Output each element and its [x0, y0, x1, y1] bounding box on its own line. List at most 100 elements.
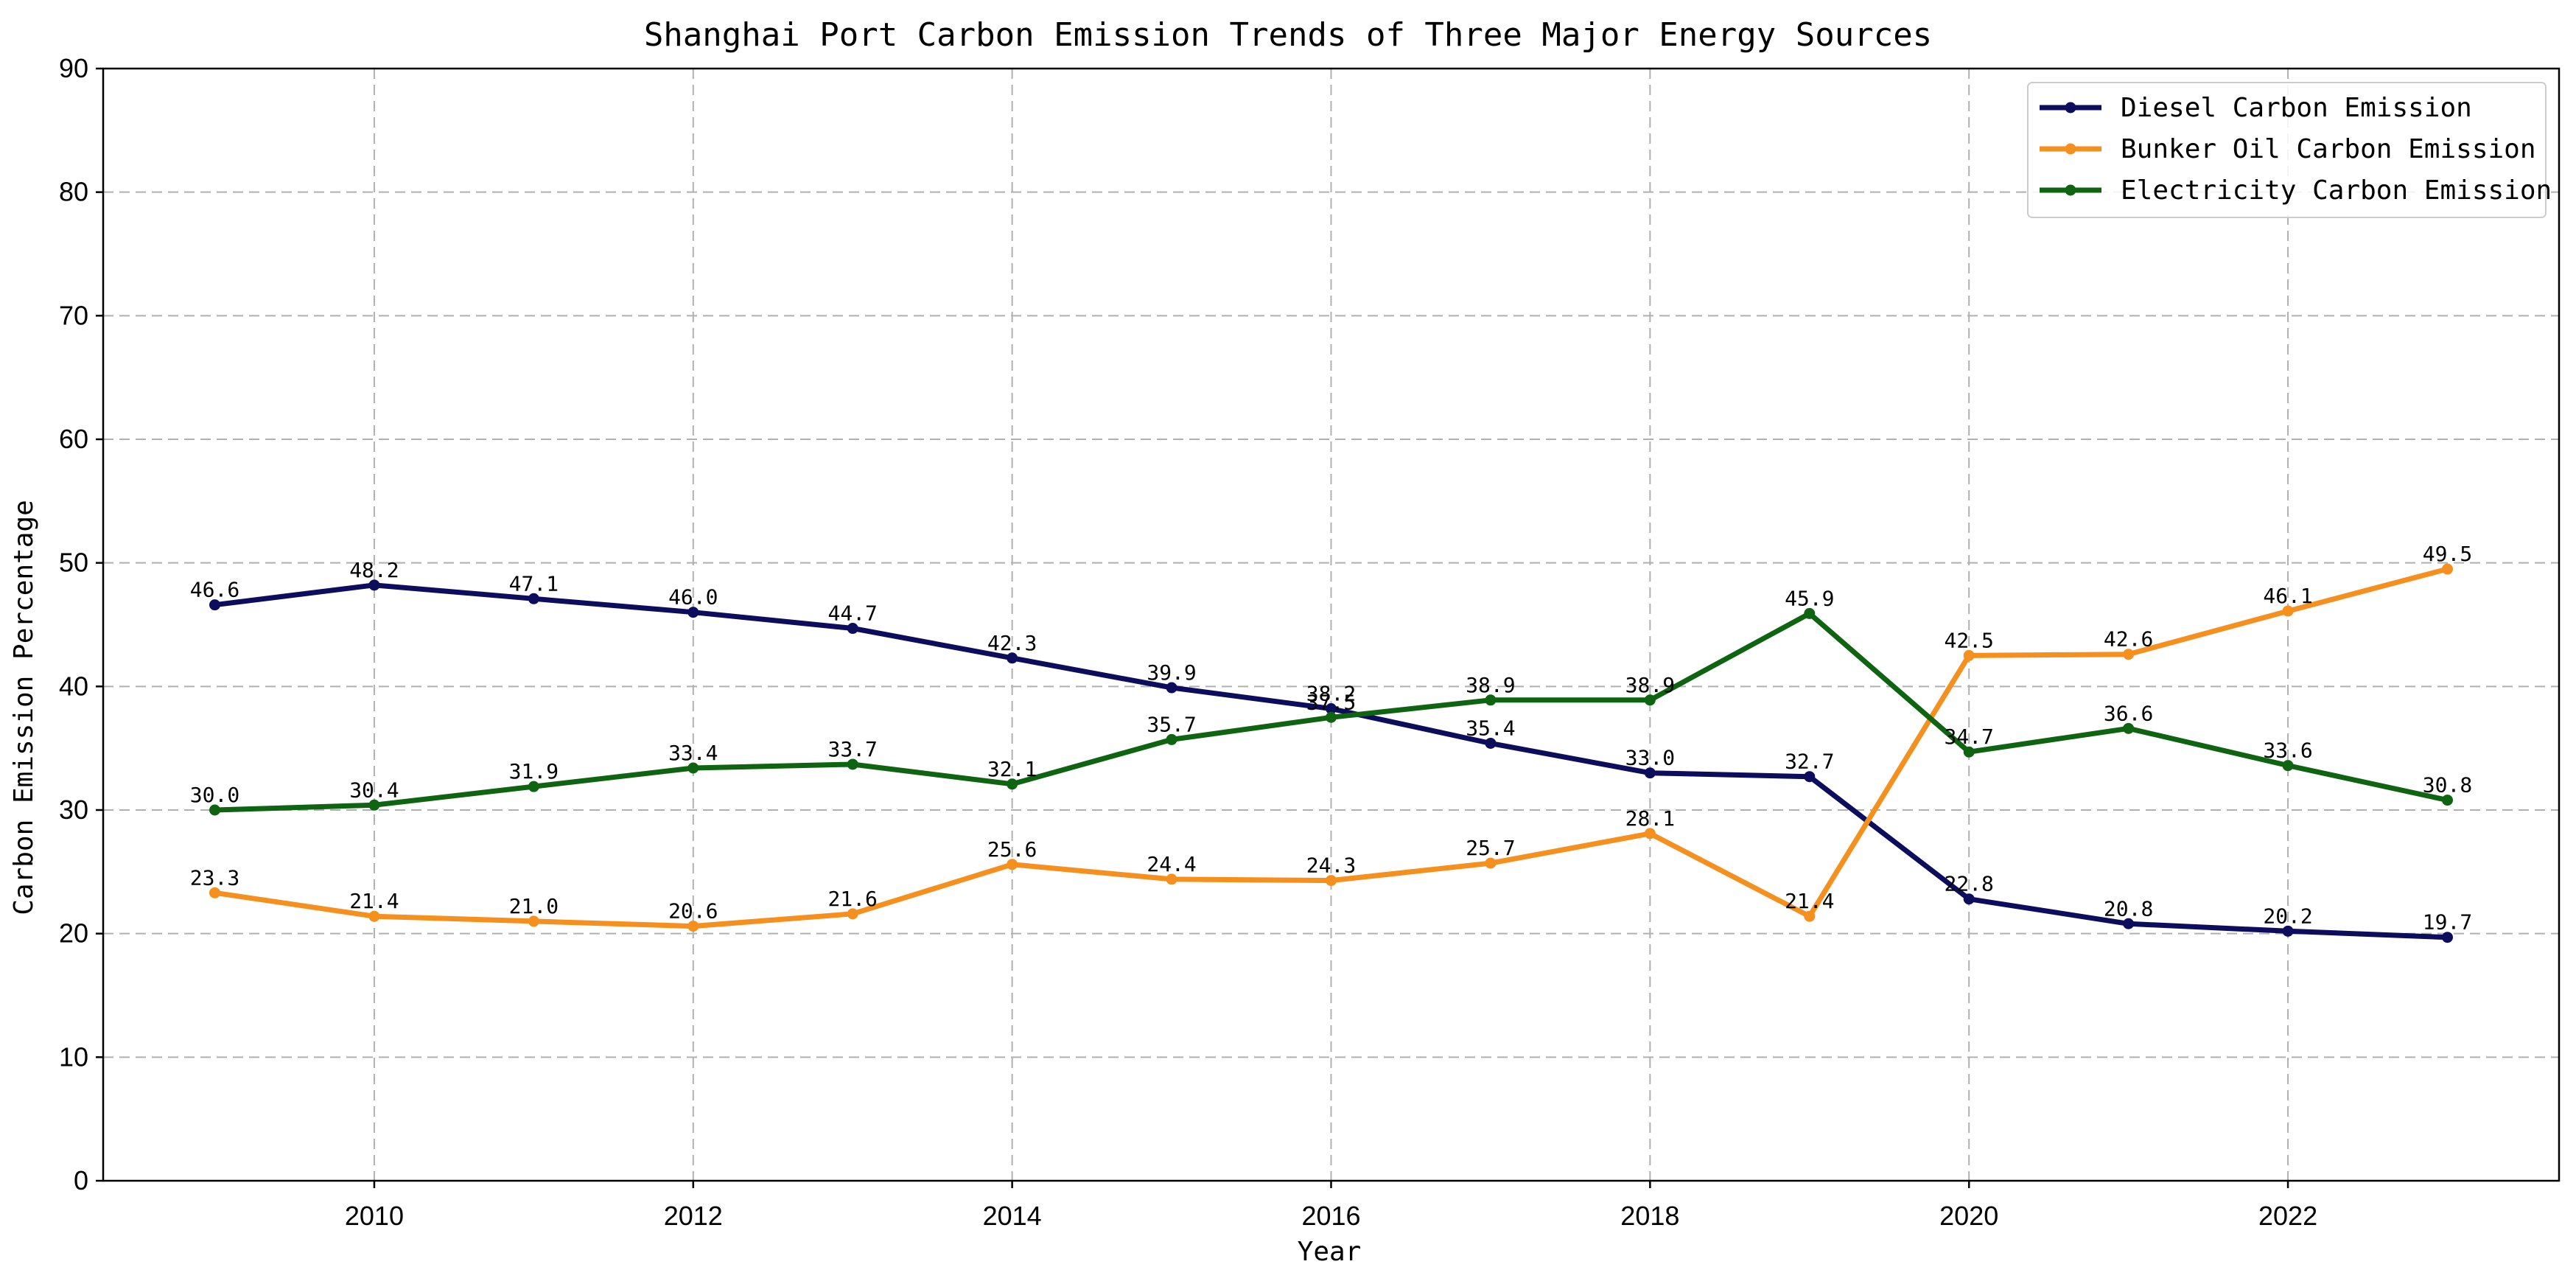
data-label: 33.6 [2263, 739, 2312, 763]
x-tick-label: 2020 [1939, 1201, 1998, 1231]
data-label: 25.7 [1466, 836, 1515, 860]
y-tick-label: 50 [59, 548, 88, 578]
data-label: 25.6 [987, 837, 1037, 862]
data-label: 32.1 [987, 757, 1037, 781]
data-point [1166, 733, 1177, 745]
data-label: 42.5 [1944, 628, 1993, 652]
data-label: 44.7 [827, 601, 877, 626]
axis-ticks: 0 10 20 30 40 50 60 70 80 90 2010 2012 2014 2016 2018 2… [59, 53, 2317, 1231]
data-label: 37.5 [1306, 690, 1356, 714]
x-tick-label: 2010 [345, 1201, 404, 1231]
data-point [687, 921, 699, 932]
x-tick-label: 2014 [983, 1201, 1042, 1231]
data-point [1644, 767, 1656, 779]
data-label: 38.9 [1625, 673, 1675, 697]
data-point [1804, 607, 1816, 619]
data-label: 31.9 [509, 759, 559, 783]
data-point [1963, 893, 1975, 905]
data-point [1963, 649, 1975, 661]
data-point [687, 607, 699, 618]
data-label: 42.6 [2104, 627, 2153, 652]
data-point [2123, 722, 2135, 734]
data-label: 45.9 [1785, 586, 1834, 610]
data-point [528, 593, 539, 604]
data-label: 39.9 [1147, 660, 1196, 685]
data-label: 33.4 [668, 741, 718, 765]
x-tick-label: 2022 [2258, 1201, 2317, 1231]
data-label: 23.3 [190, 865, 239, 890]
legend-item: Bunker Oil Carbon Emission [2040, 134, 2536, 164]
data-point [1326, 703, 1337, 715]
data-point [1166, 682, 1177, 694]
data-point [1644, 828, 1656, 840]
data-point [1644, 694, 1656, 706]
data-label: 30.0 [190, 783, 239, 807]
data-point [2282, 760, 2294, 772]
x-tick-label: 2018 [1620, 1201, 1679, 1231]
x-axis-label: Year [1298, 1237, 1362, 1267]
data-point [1804, 910, 1816, 922]
y-tick-label: 20 [59, 918, 88, 949]
legend-label: Electricity Carbon Emission [2121, 175, 2552, 206]
data-point [368, 910, 380, 922]
legend-item: Diesel Carbon Emission [2040, 93, 2472, 123]
data-point [847, 908, 858, 920]
legend-label: Bunker Oil Carbon Emission [2121, 134, 2536, 164]
data-point [1485, 857, 1497, 869]
data-point [1326, 711, 1337, 723]
data-point [1963, 746, 1975, 758]
data-point [528, 915, 539, 927]
legend-marker [2065, 184, 2076, 196]
x-tick-label: 2016 [1301, 1201, 1360, 1231]
y-tick-label: 70 [59, 300, 88, 330]
data-point [1485, 737, 1497, 749]
data-point [1166, 873, 1177, 885]
data-point [847, 623, 858, 635]
y-tick-label: 40 [59, 671, 88, 701]
data-label: 36.6 [2104, 701, 2153, 725]
data-point [687, 762, 699, 774]
data-label: 38.2 [1306, 682, 1356, 706]
legend-marker [2065, 102, 2076, 114]
legend-label: Diesel Carbon Emission [2121, 93, 2472, 123]
data-point [1007, 652, 1018, 664]
y-tick-label: 10 [59, 1041, 88, 1072]
data-label: 38.9 [1466, 673, 1515, 697]
legend-marker [2065, 143, 2076, 155]
data-label: 32.7 [1785, 750, 1834, 774]
data-labels: 46.6 48.2 47.1 46.0 44.7 42.3 39.9 38.2 35.4 33.0… [190, 542, 2472, 935]
data-label: 33.7 [827, 737, 877, 761]
data-point [2442, 795, 2453, 806]
y-tick-label: 30 [59, 795, 88, 825]
data-point [209, 599, 220, 611]
data-label: 34.7 [1944, 725, 1993, 749]
data-point [2282, 925, 2294, 937]
data-point [1485, 694, 1497, 706]
series-lines [209, 563, 2453, 943]
data-point [2442, 563, 2453, 575]
data-label: 30.8 [2423, 773, 2472, 797]
data-label: 24.3 [1306, 854, 1356, 878]
data-label: 46.0 [668, 585, 718, 610]
legend: Diesel Carbon Emission Bunker Oil Carbon … [2027, 82, 2552, 218]
legend-item: Electricity Carbon Emission [2040, 175, 2552, 206]
x-tick-label: 2012 [664, 1201, 723, 1231]
series-bunker-oil-carbon-emission [209, 563, 2453, 932]
data-label: 21.4 [349, 889, 399, 913]
data-label: 30.4 [349, 778, 399, 802]
gridlines [103, 69, 2559, 1181]
series-electricity-carbon-emission [209, 607, 2453, 816]
data-label: 46.1 [2263, 584, 2312, 608]
data-label: 20.8 [2104, 896, 2153, 921]
y-tick-label: 60 [59, 424, 88, 454]
data-label: 33.0 [1625, 746, 1675, 770]
legend-box [2027, 82, 2547, 218]
data-point [209, 804, 220, 816]
data-point [1326, 875, 1337, 887]
data-point [2123, 918, 2135, 929]
data-point [209, 887, 220, 898]
data-label: 21.0 [509, 894, 559, 918]
chart-title: Shanghai Port Carbon Emission Trends of … [644, 16, 1932, 54]
data-point [847, 758, 858, 770]
